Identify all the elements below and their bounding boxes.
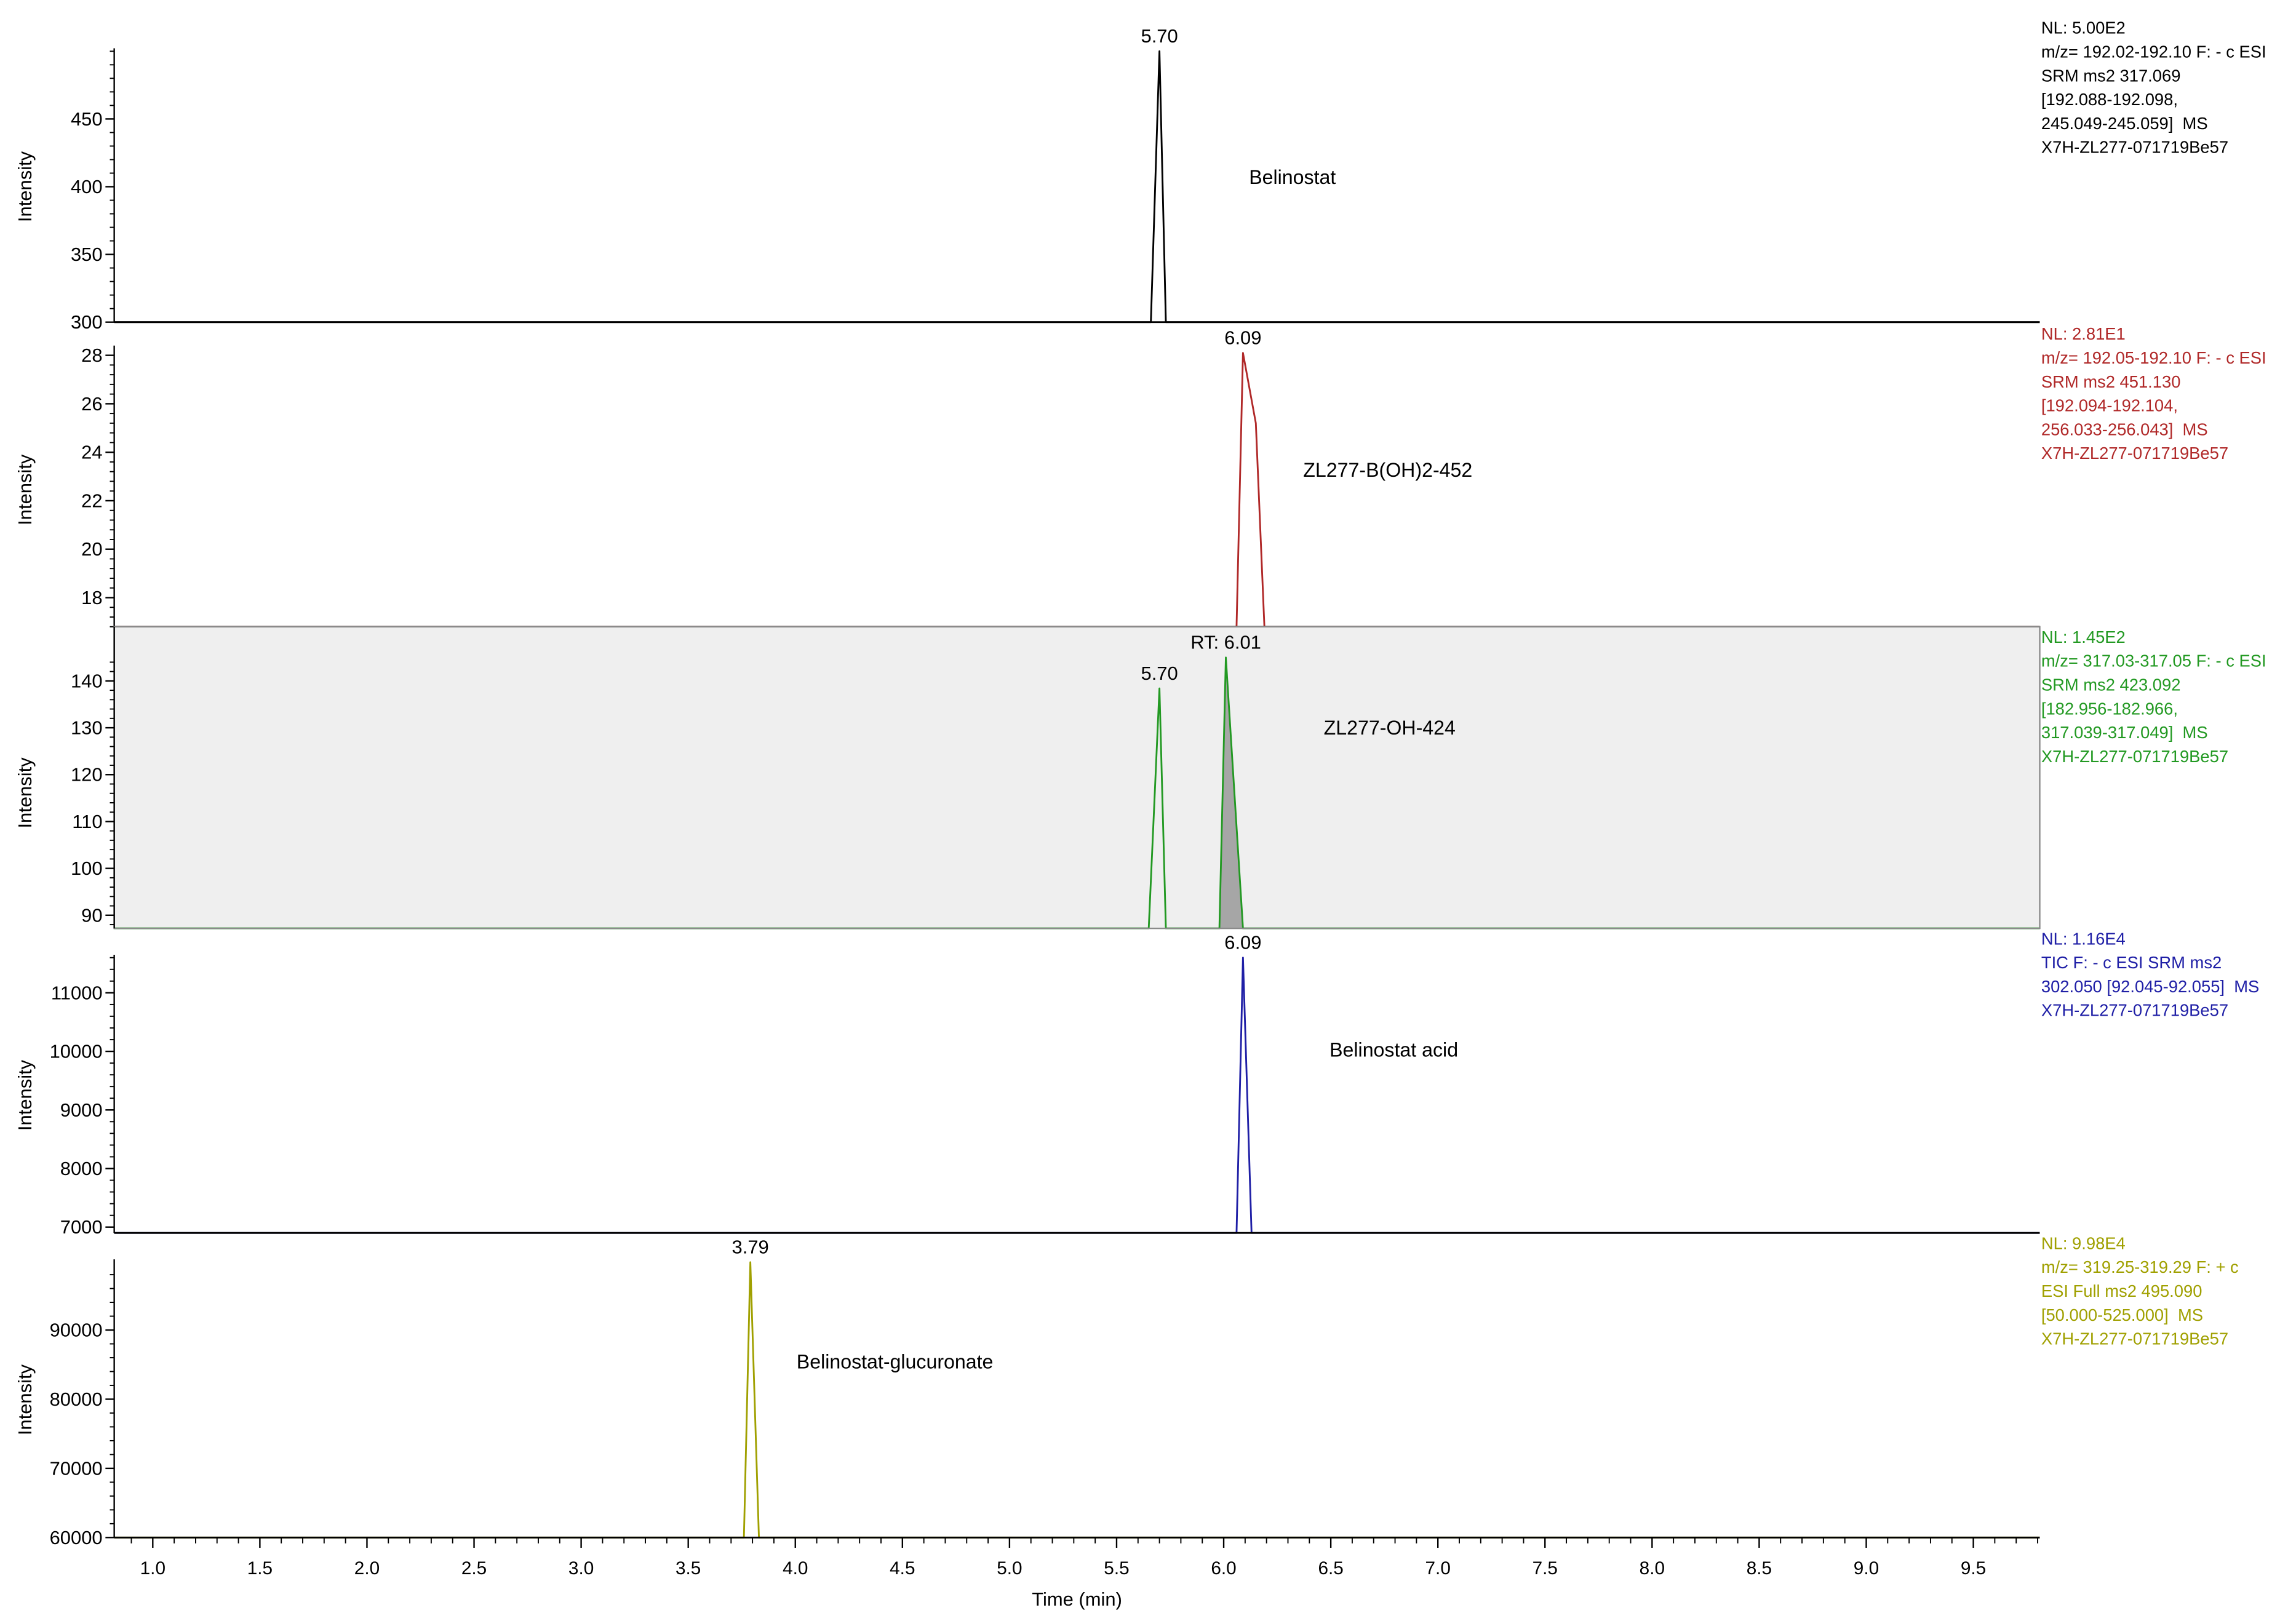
peak-label: 5.70 bbox=[1141, 663, 1178, 684]
peak-label: 5.70 bbox=[1141, 25, 1178, 47]
x-tick-label: 8.0 bbox=[1640, 1558, 1665, 1579]
compound-label: ZL277-OH-424 bbox=[1324, 717, 1456, 739]
y-axis-label: Intensity bbox=[14, 1364, 36, 1435]
x-tick-label: 2.0 bbox=[354, 1558, 380, 1579]
compound-label: Belinostat-glucuronate bbox=[797, 1351, 994, 1373]
scan-info-line: NL: 9.98E4 bbox=[2041, 1233, 2126, 1253]
scan-info-line: ESI Full ms2 495.090 bbox=[2041, 1281, 2202, 1300]
y-tick-label: 9000 bbox=[60, 1099, 103, 1121]
compound-label: ZL277-B(OH)2-452 bbox=[1303, 459, 1472, 481]
scan-info-line: NL: 1.45E2 bbox=[2041, 627, 2126, 647]
y-axis-label: Intensity bbox=[14, 1059, 36, 1131]
y-tick-label: 100 bbox=[71, 858, 103, 879]
y-tick-label: 350 bbox=[71, 244, 103, 265]
scan-info-line: SRM ms2 451.130 bbox=[2041, 372, 2181, 391]
x-tick-label: 9.0 bbox=[1854, 1558, 1879, 1579]
chromatogram-panel: 300 350 400 450 Intensity Belinostat 5.70 NL: 5… bbox=[14, 18, 2266, 333]
trace-line bbox=[114, 957, 2040, 1234]
y-tick-label: 20 bbox=[81, 538, 102, 560]
y-tick-label: 120 bbox=[71, 764, 103, 786]
y-tick-label: 130 bbox=[71, 717, 103, 739]
chromatogram-panel: 7000 8000 9000 10000 11000 Intensity Belinosta… bbox=[14, 929, 2259, 1238]
scan-info-line: TIC F: - c ESI SRM ms2 bbox=[2041, 953, 2222, 972]
scan-info-line: [182.956-182.966, bbox=[2041, 699, 2178, 718]
peak-label: RT: 6.01 bbox=[1190, 631, 1261, 653]
scan-info-line: [50.000-525.000] MS bbox=[2041, 1305, 2203, 1324]
compound-label: Belinostat acid bbox=[1329, 1039, 1458, 1061]
x-tick-label: 7.0 bbox=[1425, 1558, 1451, 1579]
scan-info-line: X7H-ZL277-071719Be57 bbox=[2041, 138, 2228, 157]
scan-info-line: SRM ms2 423.092 bbox=[2041, 675, 2181, 695]
trace-line bbox=[114, 50, 2040, 324]
y-tick-label: 28 bbox=[81, 345, 102, 366]
scan-info-line: NL: 1.16E4 bbox=[2041, 929, 2126, 948]
y-tick-label: 18 bbox=[81, 587, 102, 608]
selected-panel-background bbox=[114, 626, 2040, 929]
scan-info-line: 302.050 [92.045-92.055] MS bbox=[2041, 977, 2259, 996]
x-tick-label: 7.5 bbox=[1533, 1558, 1558, 1579]
y-tick-label: 300 bbox=[71, 311, 103, 333]
scan-info-line: 245.049-245.059] MS bbox=[2041, 114, 2208, 133]
x-tick-label: 6.0 bbox=[1211, 1558, 1236, 1579]
y-tick-label: 11000 bbox=[51, 982, 103, 1003]
scan-info-line: NL: 5.00E2 bbox=[2041, 18, 2126, 38]
scan-info-line: m/z= 192.02-192.10 F: - c ESI bbox=[2041, 42, 2266, 62]
x-tick-label: 5.5 bbox=[1104, 1558, 1129, 1579]
scan-info-line: X7H-ZL277-071719Be57 bbox=[2041, 747, 2228, 766]
chromatogram-panel: 60000 70000 80000 90000 Intensity Belinostat-… bbox=[14, 1233, 2239, 1609]
x-axis-label: Time (min) bbox=[1032, 1588, 1122, 1610]
y-tick-label: 450 bbox=[71, 108, 103, 130]
trace-line bbox=[114, 352, 2040, 628]
y-tick-label: 80000 bbox=[50, 1388, 103, 1410]
scan-info-line: m/z= 317.03-317.05 F: - c ESI bbox=[2041, 651, 2266, 671]
y-axis-label: Intensity bbox=[14, 454, 36, 525]
scan-info-line: m/z= 192.05-192.10 F: - c ESI bbox=[2041, 348, 2266, 367]
scan-info-line: NL: 2.81E1 bbox=[2041, 324, 2126, 343]
y-axis-label: Intensity bbox=[14, 151, 36, 222]
x-tick-label: 1.0 bbox=[140, 1558, 165, 1579]
y-tick-label: 26 bbox=[81, 393, 102, 415]
trace-line bbox=[114, 1261, 2040, 1539]
chromatogram-panel: 90 100 110 120 130 140 Intensity ZL277-OH-424 5.… bbox=[14, 626, 2266, 930]
y-tick-label: 8000 bbox=[60, 1158, 103, 1179]
y-tick-label: 70000 bbox=[50, 1457, 103, 1479]
scan-info-line: X7H-ZL277-071719Be57 bbox=[2041, 444, 2228, 463]
y-tick-label: 7000 bbox=[60, 1216, 103, 1238]
y-tick-label: 90 bbox=[81, 904, 102, 926]
peak-label: 6.09 bbox=[1224, 327, 1261, 348]
y-tick-label: 10000 bbox=[50, 1041, 103, 1062]
scan-info-line: [192.088-192.098, bbox=[2041, 90, 2178, 109]
y-tick-label: 140 bbox=[71, 670, 103, 691]
peak-label: 3.79 bbox=[732, 1237, 769, 1258]
scan-info-line: X7H-ZL277-071719Be57 bbox=[2041, 1329, 2228, 1348]
scan-info-line: 317.039-317.049] MS bbox=[2041, 723, 2208, 742]
scan-info-line: m/z= 319.25-319.29 F: + c bbox=[2041, 1257, 2239, 1276]
compound-label: Belinostat bbox=[1249, 166, 1336, 188]
y-axis-label: Intensity bbox=[14, 757, 36, 829]
peak-label: 6.09 bbox=[1224, 931, 1261, 953]
scan-info-line: [192.094-192.104, bbox=[2041, 396, 2178, 415]
x-tick-label: 8.5 bbox=[1747, 1558, 1772, 1579]
scan-info-line: X7H-ZL277-071719Be57 bbox=[2041, 1001, 2228, 1020]
integrated-peak-fill bbox=[1219, 657, 1243, 929]
x-tick-label: 3.5 bbox=[676, 1558, 701, 1579]
y-tick-label: 90000 bbox=[50, 1320, 103, 1341]
x-tick-label: 9.5 bbox=[1961, 1558, 1986, 1579]
x-tick-label: 3.0 bbox=[568, 1558, 594, 1579]
x-tick-label: 1.5 bbox=[247, 1558, 273, 1579]
y-tick-label: 400 bbox=[71, 176, 103, 197]
chromatogram-panel: 18 20 22 24 26 28 Intensity ZL277-B(OH)2-452 6.0… bbox=[14, 324, 2266, 628]
x-tick-label: 4.5 bbox=[890, 1558, 915, 1579]
y-tick-label: 24 bbox=[81, 442, 102, 463]
scan-info-line: SRM ms2 317.069 bbox=[2041, 66, 2181, 85]
y-tick-label: 22 bbox=[81, 490, 102, 511]
x-tick-label: 2.5 bbox=[461, 1558, 487, 1579]
x-tick-label: 4.0 bbox=[783, 1558, 808, 1579]
y-tick-label: 110 bbox=[72, 811, 102, 832]
x-tick-label: 5.0 bbox=[997, 1558, 1022, 1579]
scan-info-line: 256.033-256.043] MS bbox=[2041, 420, 2208, 439]
y-tick-label: 60000 bbox=[50, 1527, 103, 1548]
x-tick-label: 6.5 bbox=[1318, 1558, 1343, 1579]
